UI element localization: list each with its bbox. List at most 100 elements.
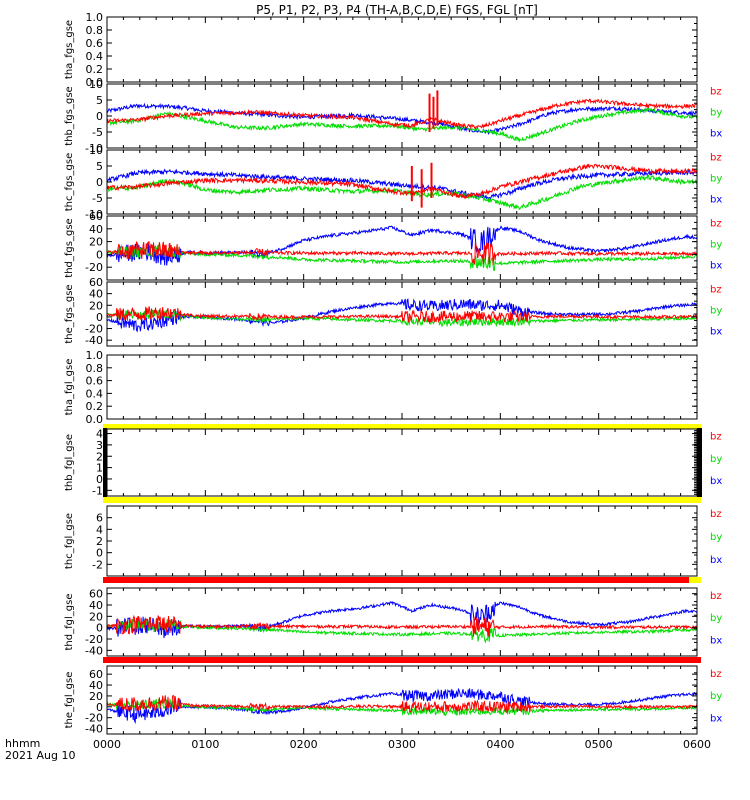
legend-bx: bx (710, 195, 722, 206)
y-tick-label: 0 (96, 110, 103, 123)
y-tick-label: 20 (89, 236, 103, 249)
panel-tha_fgs_gse: 0.00.20.40.60.81.0 tha_fgs_gse (64, 11, 698, 89)
y-tick-label: 5 (96, 94, 103, 107)
legend-by: by (710, 240, 722, 251)
legend-bz: bz (710, 284, 722, 295)
y-axis-label: thc_fgl_gse (64, 513, 75, 569)
y-tick-label: -20 (85, 261, 103, 274)
y-tick-label: 20 (89, 610, 103, 623)
series-bx-line (107, 600, 697, 639)
top-flag-bar (103, 424, 701, 429)
y-axis-label: thd_fgs_gse (64, 218, 75, 277)
y-tick-label: 40 (89, 288, 103, 301)
panel-frame (106, 83, 698, 149)
legend-by: by (710, 174, 722, 185)
y-tick-label: 0 (96, 311, 103, 324)
y-tick-label: 0 (96, 547, 103, 560)
x-tick-label: 0200 (290, 738, 318, 751)
series-by-line (107, 174, 697, 211)
y-axis-label: the_fgs_gse (64, 284, 75, 343)
legend-bz: bz (710, 152, 722, 163)
panel-frame (106, 587, 698, 657)
legend-bx: bx (710, 476, 722, 487)
panel-frame (106, 428, 698, 497)
chart-title: P5, P1, P2, P3, P4 (TH-A,B,C,D,E) FGS, F… (256, 3, 538, 17)
y-axis-label: thb_fgl_gse (64, 434, 75, 491)
y-tick-label: 0 (96, 622, 103, 635)
y-tick-label: 0.8 (86, 362, 104, 375)
y-tick-label: -40 (85, 334, 103, 347)
panel-frame (106, 215, 698, 281)
series-by-line (107, 618, 697, 644)
y-tick-label: 0.2 (86, 400, 104, 413)
y-tick-label: 1 (96, 462, 103, 475)
y-tick-label: 40 (89, 679, 103, 692)
y-tick-label: 1.0 (86, 11, 104, 24)
legend-bx: bx (710, 636, 722, 647)
y-tick-label: 3 (96, 439, 103, 452)
bottom-flag-end (689, 577, 701, 583)
y-tick-label: 6 (96, 512, 103, 525)
series-group (107, 225, 697, 271)
panel-frame (106, 665, 698, 735)
y-axis-label: thd_fgl_gse (64, 594, 75, 651)
legend-bx: bx (710, 555, 722, 566)
date-label: 2021 Aug 10 (5, 749, 75, 762)
panel-tha_fgl_gse: 0.00.20.40.60.81.0 tha_fgl_gse (64, 349, 698, 426)
y-tick-label: 20 (89, 690, 103, 703)
legend-by: by (710, 454, 722, 465)
legend-bx: bx (710, 261, 722, 272)
x-tick-label: 0300 (388, 738, 416, 751)
y-tick-label: 0.6 (86, 37, 104, 50)
y-tick-label: 60 (89, 210, 103, 223)
y-axis-label: tha_fgs_gse (64, 20, 75, 79)
y-tick-label: -10 (85, 142, 103, 155)
y-tick-label: 0 (96, 473, 103, 486)
legend-bz: bz (710, 591, 722, 602)
series-group (107, 298, 697, 333)
series-by-line (107, 106, 697, 143)
bottom-flag-bar (103, 657, 701, 663)
y-tick-label: 0 (96, 248, 103, 261)
y-tick-label: 0.4 (86, 387, 104, 400)
panel-frame (106, 505, 698, 577)
legend-bz: bz (710, 218, 722, 229)
y-tick-label: 0.4 (86, 50, 104, 63)
series-group (107, 600, 697, 644)
y-tick-label: 0 (96, 176, 103, 189)
y-tick-label: 4 (96, 523, 103, 536)
legend-bz: bz (710, 432, 722, 443)
y-tick-label: -20 (85, 712, 103, 725)
y-tick-label: 60 (89, 276, 103, 289)
panel-thb_fgs_gse: -10 -5 0 5 10 thb_fgs_gse bz by bx (64, 78, 722, 155)
y-tick-label: 60 (89, 588, 103, 601)
panels-group: 0.00.20.40.60.81.0tha_fgs_gse-10-50510th… (64, 11, 722, 751)
legend-bx: bx (710, 327, 722, 338)
y-tick-label: -20 (85, 323, 103, 336)
legend-bz: bz (710, 509, 722, 520)
y-tick-label: 0.0 (86, 413, 104, 426)
y-tick-label: 0.2 (86, 63, 104, 76)
y-tick-label: 0.8 (86, 24, 104, 37)
legend-by: by (710, 306, 722, 317)
x-unit-label: hhmm (5, 737, 40, 750)
y-tick-label: 20 (89, 299, 103, 312)
y-tick-label: 4 (96, 428, 103, 441)
panel-frame (106, 16, 698, 83)
bottom-flag-bar (103, 577, 701, 583)
legend-bz: bz (710, 669, 722, 680)
x-tick-label: 0100 (191, 738, 219, 751)
series-bz-line (107, 98, 697, 130)
legend-by: by (710, 532, 722, 543)
series-group (107, 687, 697, 725)
y-tick-label: 2 (96, 535, 103, 548)
series-bx-line (107, 168, 697, 201)
y-tick-label: 0 (96, 701, 103, 714)
y-tick-label: -40 (85, 723, 103, 736)
series-bz-line (107, 695, 697, 714)
